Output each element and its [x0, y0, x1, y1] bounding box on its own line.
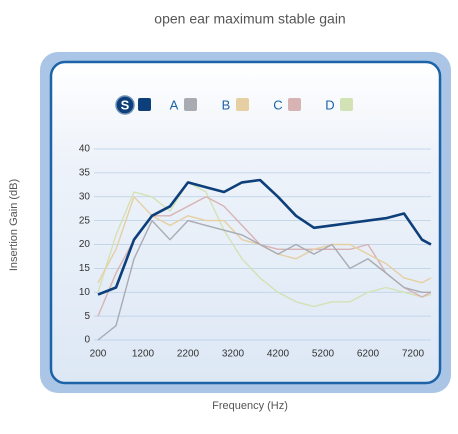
legend-swatch: [288, 98, 301, 111]
x-axis-label: Frequency (Hz): [212, 400, 288, 412]
series-line: [97, 196, 432, 317]
y-tick-label: 25: [79, 215, 91, 226]
series-line: [97, 219, 431, 341]
legend-swatch: [340, 98, 353, 111]
legend-swatch: [138, 98, 151, 111]
x-tick-label: 2200: [177, 349, 200, 360]
series-line: [97, 178, 432, 296]
y-tick-label: 35: [79, 168, 91, 179]
legend-label: D: [325, 97, 334, 112]
series-line: [97, 181, 432, 308]
inner-frame: [49, 60, 442, 385]
y-axis-label: Insertion Gain (dB): [8, 179, 20, 271]
x-tick-label: 3200: [222, 349, 245, 360]
legend-label: A: [170, 97, 179, 112]
x-tick-label: 4200: [267, 349, 290, 360]
chart-title: open ear maximum stable gain: [154, 11, 345, 27]
legend-swatch: [184, 98, 197, 111]
y-tick-label: 30: [79, 191, 91, 202]
y-tick-label: 20: [79, 239, 91, 250]
x-tick-label: 5200: [312, 349, 335, 360]
x-tick-label: 1200: [132, 349, 155, 360]
x-tick-label: 6200: [357, 349, 380, 360]
legend-swatch: [236, 98, 249, 111]
y-tick-label: 5: [84, 311, 90, 322]
x-tick-label: 7200: [402, 349, 425, 360]
y-tick-label: 40: [79, 144, 91, 155]
y-tick-label: 10: [79, 287, 91, 298]
y-tick-label: 0: [84, 335, 90, 346]
y-tick-label: 15: [79, 263, 91, 274]
legend-label: S: [121, 97, 130, 112]
x-tick-label: 200: [90, 349, 107, 360]
legend-label: B: [222, 97, 231, 112]
legend-label: C: [273, 97, 282, 112]
legend-icon: [115, 95, 135, 115]
